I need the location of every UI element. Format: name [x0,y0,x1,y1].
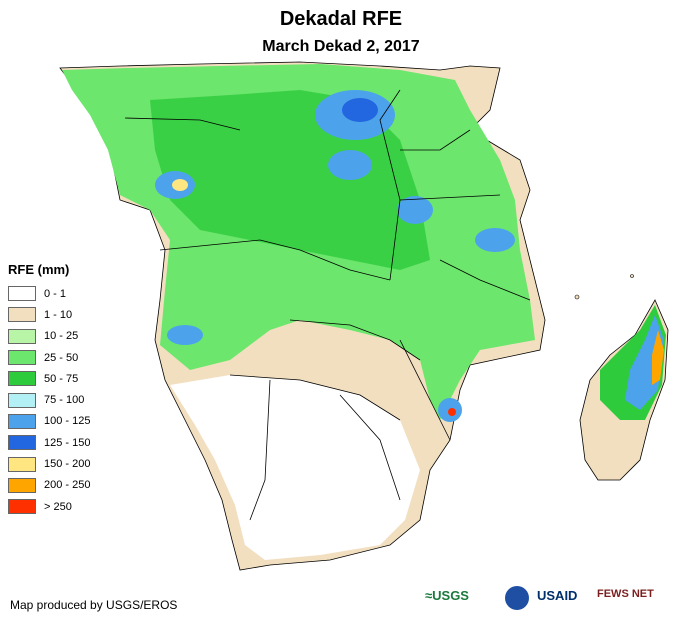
legend-swatch [8,371,36,387]
legend-swatch [8,328,36,344]
rainfall-map [59,61,669,571]
heavy-rain-congo-core [342,98,378,122]
legend-label: 150 - 200 [44,458,91,471]
map-title: Dekadal RFE [279,8,403,30]
legend-item: 10 - 25 [8,326,90,347]
legend-swatch [8,456,36,472]
noaa-logo [505,586,529,610]
legend-title: RFE (mm) [8,262,70,277]
credit-text: Map produced by USGS/EROS [10,598,178,612]
legend-item: > 250 [8,496,90,517]
fews-net-logo: FEWS NET [597,588,654,600]
legend-label: 10 - 25 [44,330,79,343]
heavy-rain-tanzania [475,228,515,252]
madagascar-extreme-rain [652,330,664,385]
heavy-rain-lake-region [397,196,433,224]
legend-label: 1 - 10 [44,308,73,321]
legend-label: 25 - 50 [44,351,79,364]
legend-item: 150 - 200 [8,453,90,474]
legend-swatch [8,286,36,302]
legend-swatch [8,413,36,429]
legend-item: 100 - 125 [8,411,90,432]
legend-label: 50 - 75 [44,372,79,385]
heavy-rain-angola [167,325,203,345]
legend-label: 75 - 100 [44,394,85,407]
legend-label: 100 - 125 [44,415,91,428]
legend-item: 50 - 75 [8,368,90,389]
heavy-rain-east-congo [328,150,372,180]
legend-swatch [8,435,36,451]
legend-item: 0 - 1 [8,283,90,304]
legend-item: 25 - 50 [8,347,90,368]
legend-label: > 250 [44,500,72,513]
legend-swatch [8,350,36,366]
legend-swatch [8,307,36,323]
comoros-island [574,294,580,300]
legend-swatch [8,477,36,493]
madagascar-heavy-rain [625,315,664,410]
legend-swatch [8,499,36,515]
legend: RFE (mm) 0 - 1 1 - 10 10 - 25 25 - 50 50 - 7… [8,262,90,517]
map-subtitle: March Dekad 2, 2017 [262,38,420,55]
legend-label: 0 - 1 [44,287,67,300]
usgs-logo: ≈USGS [425,588,469,603]
agency-logos: ≈USGS USAID FEWS NET [425,584,677,614]
legend-label: 125 - 150 [44,436,91,449]
country-borders [124,89,531,521]
heavy-rain-gabon-core [172,179,188,191]
extreme-rain-mozambique [448,408,456,416]
seychelles-island [630,274,634,278]
legend-item: 75 - 100 [8,389,90,410]
legend-item: 1 - 10 [8,304,90,325]
dry-region-southwest [170,375,420,560]
legend-item: 200 - 250 [8,475,90,496]
usaid-logo: USAID [537,588,578,603]
legend-swatch [8,392,36,408]
legend-label: 200 - 250 [44,479,91,492]
legend-item: 125 - 150 [8,432,90,453]
